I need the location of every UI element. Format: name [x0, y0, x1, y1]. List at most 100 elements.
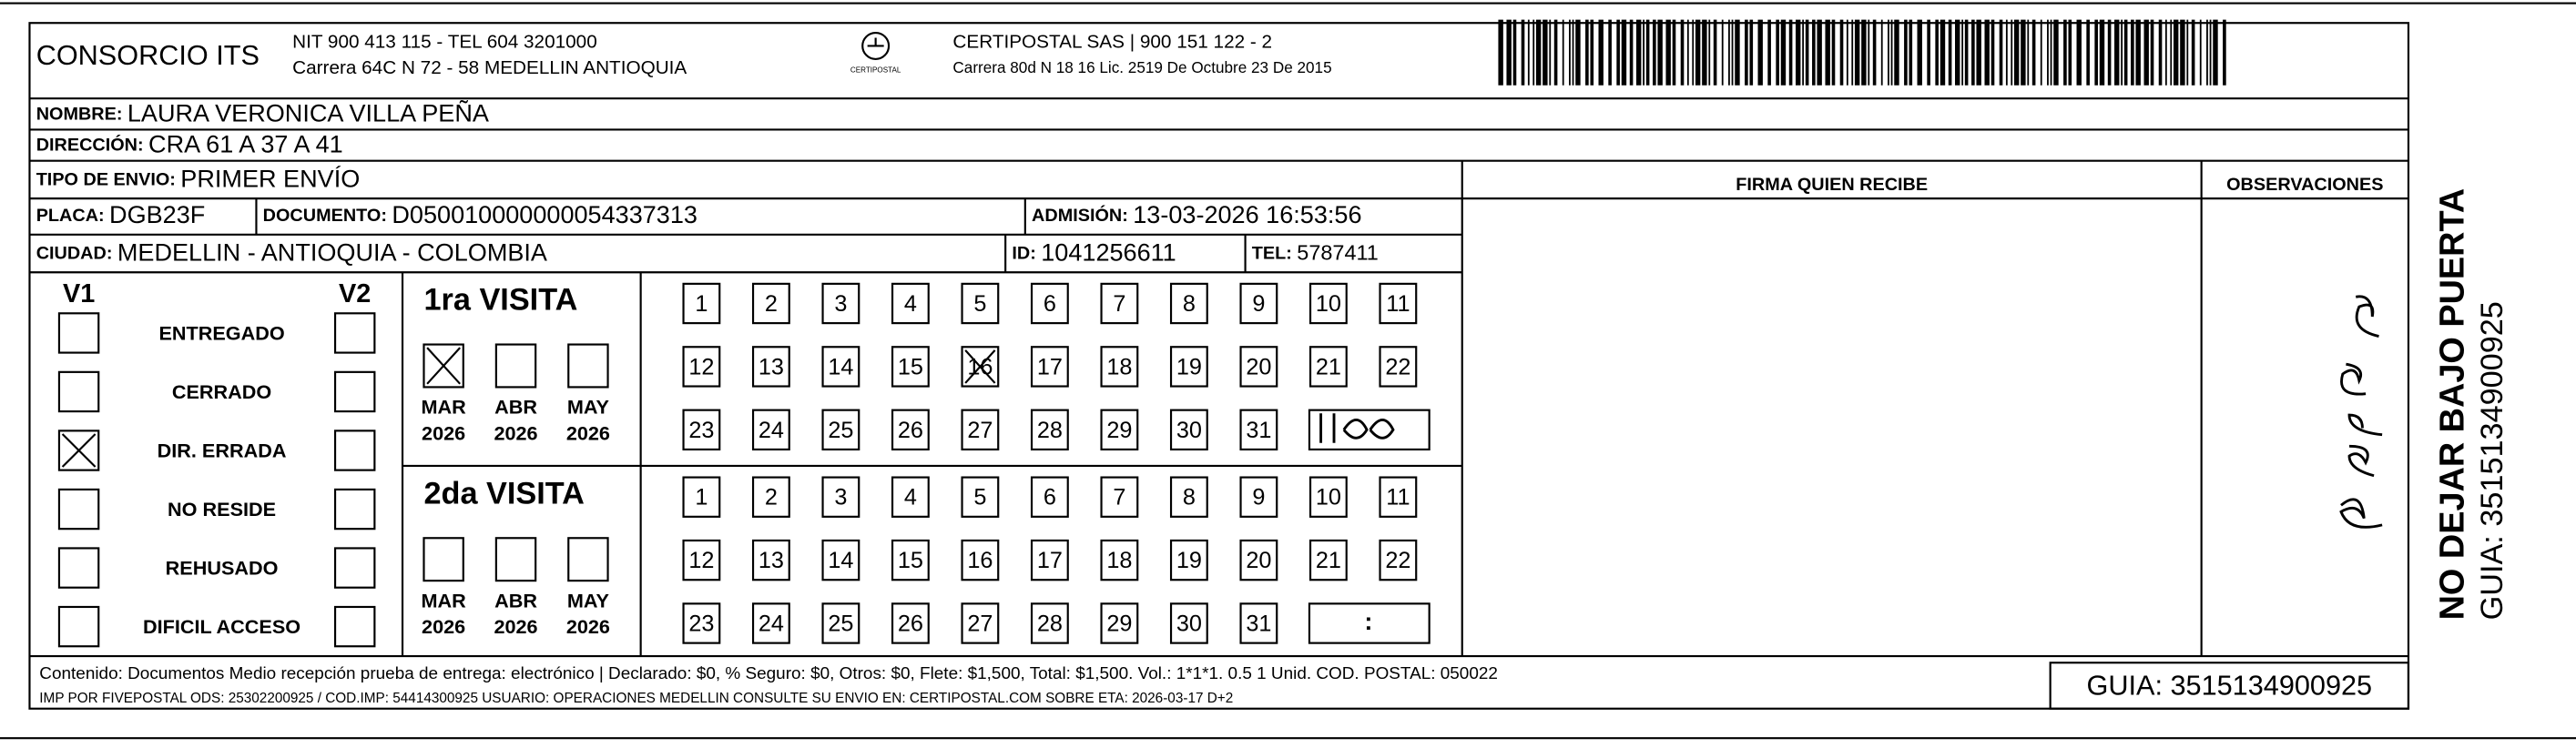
day: 7 [1113, 485, 1125, 510]
checkbox [1030, 282, 1069, 325]
checkbox [961, 282, 1000, 325]
nit: NIT 900 413 115 - TEL 604 3201000 [292, 31, 597, 52]
checkbox [891, 476, 930, 518]
bar [1543, 19, 1548, 86]
day: 10 [1316, 291, 1341, 317]
bar [2076, 19, 2082, 86]
day: 31 [1246, 418, 1271, 443]
day: 17 [1037, 354, 1063, 379]
carrier: CERTIPOSTAL SAS | 900 151 122 - 2 [952, 31, 1272, 52]
bar [2027, 19, 2030, 86]
bar [1854, 19, 1860, 86]
bar [1749, 19, 1754, 86]
checkbox [494, 537, 537, 582]
bar [1585, 19, 1589, 86]
checkbox [1308, 539, 1348, 581]
bar [2123, 19, 2128, 86]
checkbox [1030, 602, 1069, 644]
checkbox [1030, 539, 1069, 581]
field-label: PLACA: [36, 206, 105, 226]
bar [1935, 19, 1939, 86]
day: 24 [759, 611, 784, 636]
carrier-address: Carrera 80d N 18 16 Lic. 2519 De Octubre… [952, 58, 1331, 76]
status-item: NO RESIDE [168, 498, 276, 521]
bar [1880, 19, 1883, 86]
day: 26 [898, 611, 923, 636]
day: 22 [1385, 354, 1410, 379]
bar [1890, 19, 1893, 86]
field-label: NOMBRE: [36, 104, 123, 124]
visit-title: 1ra VISITA [423, 283, 577, 318]
bar [2180, 19, 2185, 86]
checkbox [1100, 409, 1139, 451]
day: 14 [828, 548, 853, 573]
day: 12 [688, 548, 714, 573]
checkbox [494, 343, 537, 389]
bar [2223, 19, 2226, 86]
day: 10 [1316, 485, 1341, 510]
checkbox [1100, 539, 1139, 581]
checkbox [1379, 539, 1418, 581]
bar [2186, 19, 2189, 86]
day: 20 [1246, 548, 1271, 573]
checkbox [961, 476, 1000, 518]
checkbox [682, 282, 721, 325]
bar [1616, 19, 1620, 86]
day: 24 [759, 418, 784, 443]
bar [2173, 19, 2179, 86]
bar [1917, 19, 1922, 86]
day: 6 [1044, 485, 1056, 510]
day: 30 [1176, 611, 1202, 636]
field-value: 1041256611 [1041, 239, 1176, 267]
check-mark [61, 433, 97, 468]
time: : [1364, 608, 1372, 635]
checkbox [682, 476, 721, 518]
checkbox [57, 605, 100, 648]
checkbox [567, 537, 609, 582]
bar [1695, 19, 1701, 86]
logo-text: CERTIPOSTAL [850, 66, 901, 75]
day: 31 [1246, 611, 1271, 636]
checkbox [821, 476, 860, 518]
bar [1780, 19, 1787, 86]
bar [2114, 19, 2120, 86]
day: 4 [904, 291, 917, 317]
bar [1767, 19, 1771, 86]
checkbox [423, 343, 464, 389]
checkbox [891, 539, 930, 581]
bar [1861, 19, 1867, 86]
checkbox [1100, 346, 1139, 388]
bar [2013, 19, 2020, 86]
bar [1776, 19, 1779, 86]
bar [2107, 19, 2112, 86]
bar [1653, 19, 1656, 86]
bar [1621, 19, 1627, 86]
bar [2209, 19, 2212, 86]
day: 9 [1252, 485, 1265, 510]
field-value: DGB23F [109, 201, 205, 228]
checkbox [57, 312, 100, 354]
bar [1735, 19, 1740, 86]
day: 16 [967, 354, 993, 379]
bar [2086, 19, 2090, 86]
bar [1553, 19, 1558, 86]
status-item: CERRADO [172, 380, 271, 403]
day: 22 [1385, 548, 1410, 573]
day: 8 [1183, 485, 1196, 510]
day: 9 [1252, 291, 1265, 317]
bar [1812, 19, 1816, 86]
field-label: DIRECCIÓN: [36, 134, 144, 156]
month: MAY [567, 396, 610, 419]
day: 13 [759, 354, 784, 379]
field-value: PRIMER ENVÍO [180, 165, 360, 192]
checkbox [1100, 602, 1139, 644]
year: 2026 [422, 615, 465, 638]
bar [2050, 19, 2052, 86]
checkbox [1239, 282, 1278, 325]
bar [1713, 19, 1717, 86]
field-label: TEL: [1252, 244, 1292, 264]
day: 19 [1176, 354, 1202, 379]
day: 30 [1176, 418, 1202, 443]
bar [1757, 19, 1763, 86]
